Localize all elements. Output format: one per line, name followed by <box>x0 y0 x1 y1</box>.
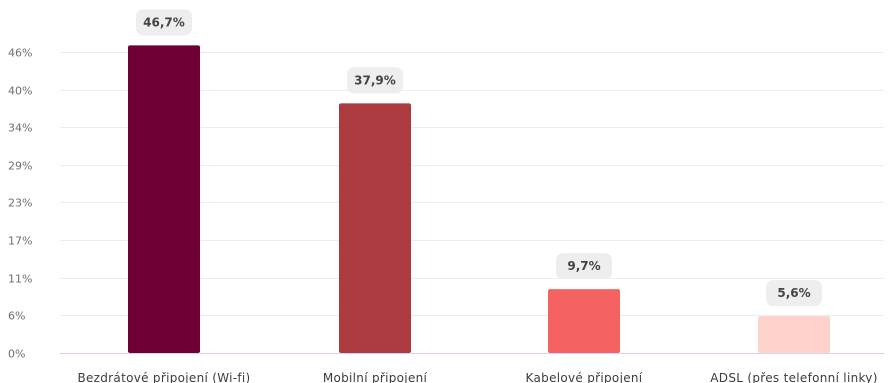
data-label-background <box>347 67 403 94</box>
y-tick-label: 46% <box>8 47 32 60</box>
y-tick-label: 40% <box>8 85 32 98</box>
data-label: 5,6% <box>777 286 810 300</box>
data-label: 9,7% <box>567 259 600 273</box>
y-tick-label: 0% <box>8 348 25 361</box>
y-axis-tick-labels: 0% 6% 11% 17% 23% 29% 34% 40% 46% <box>8 47 32 361</box>
data-label: 46,7% <box>143 15 185 29</box>
x-axis-category-labels: Bezdrátové připojení (Wi-fi) Mobilní přip… <box>77 371 877 383</box>
y-tick-label: 6% <box>8 310 25 323</box>
data-label: 37,9% <box>354 73 396 87</box>
bars <box>128 45 830 353</box>
data-label-background <box>556 253 612 280</box>
bar[interactable] <box>339 103 411 353</box>
data-label-background <box>766 280 822 307</box>
y-tick-label: 29% <box>8 160 32 173</box>
y-tick-label: 34% <box>8 122 32 135</box>
data-labels: 46,7% 37,9% 9,7% 5,6% <box>136 9 822 307</box>
data-label-background <box>136 9 192 36</box>
y-tick-label: 23% <box>8 197 32 210</box>
x-tick-label: ADSL (přes telefonní linky) <box>710 371 877 383</box>
bar[interactable] <box>548 289 620 353</box>
y-tick-label: 11% <box>8 273 32 286</box>
bar[interactable] <box>128 45 200 353</box>
y-tick-label: 17% <box>8 235 32 248</box>
x-tick-label: Mobilní připojení <box>323 371 428 383</box>
x-tick-label: Bezdrátové připojení (Wi-fi) <box>77 371 250 383</box>
x-tick-label: Kabelové připojení <box>526 371 643 383</box>
bar[interactable] <box>758 316 830 353</box>
